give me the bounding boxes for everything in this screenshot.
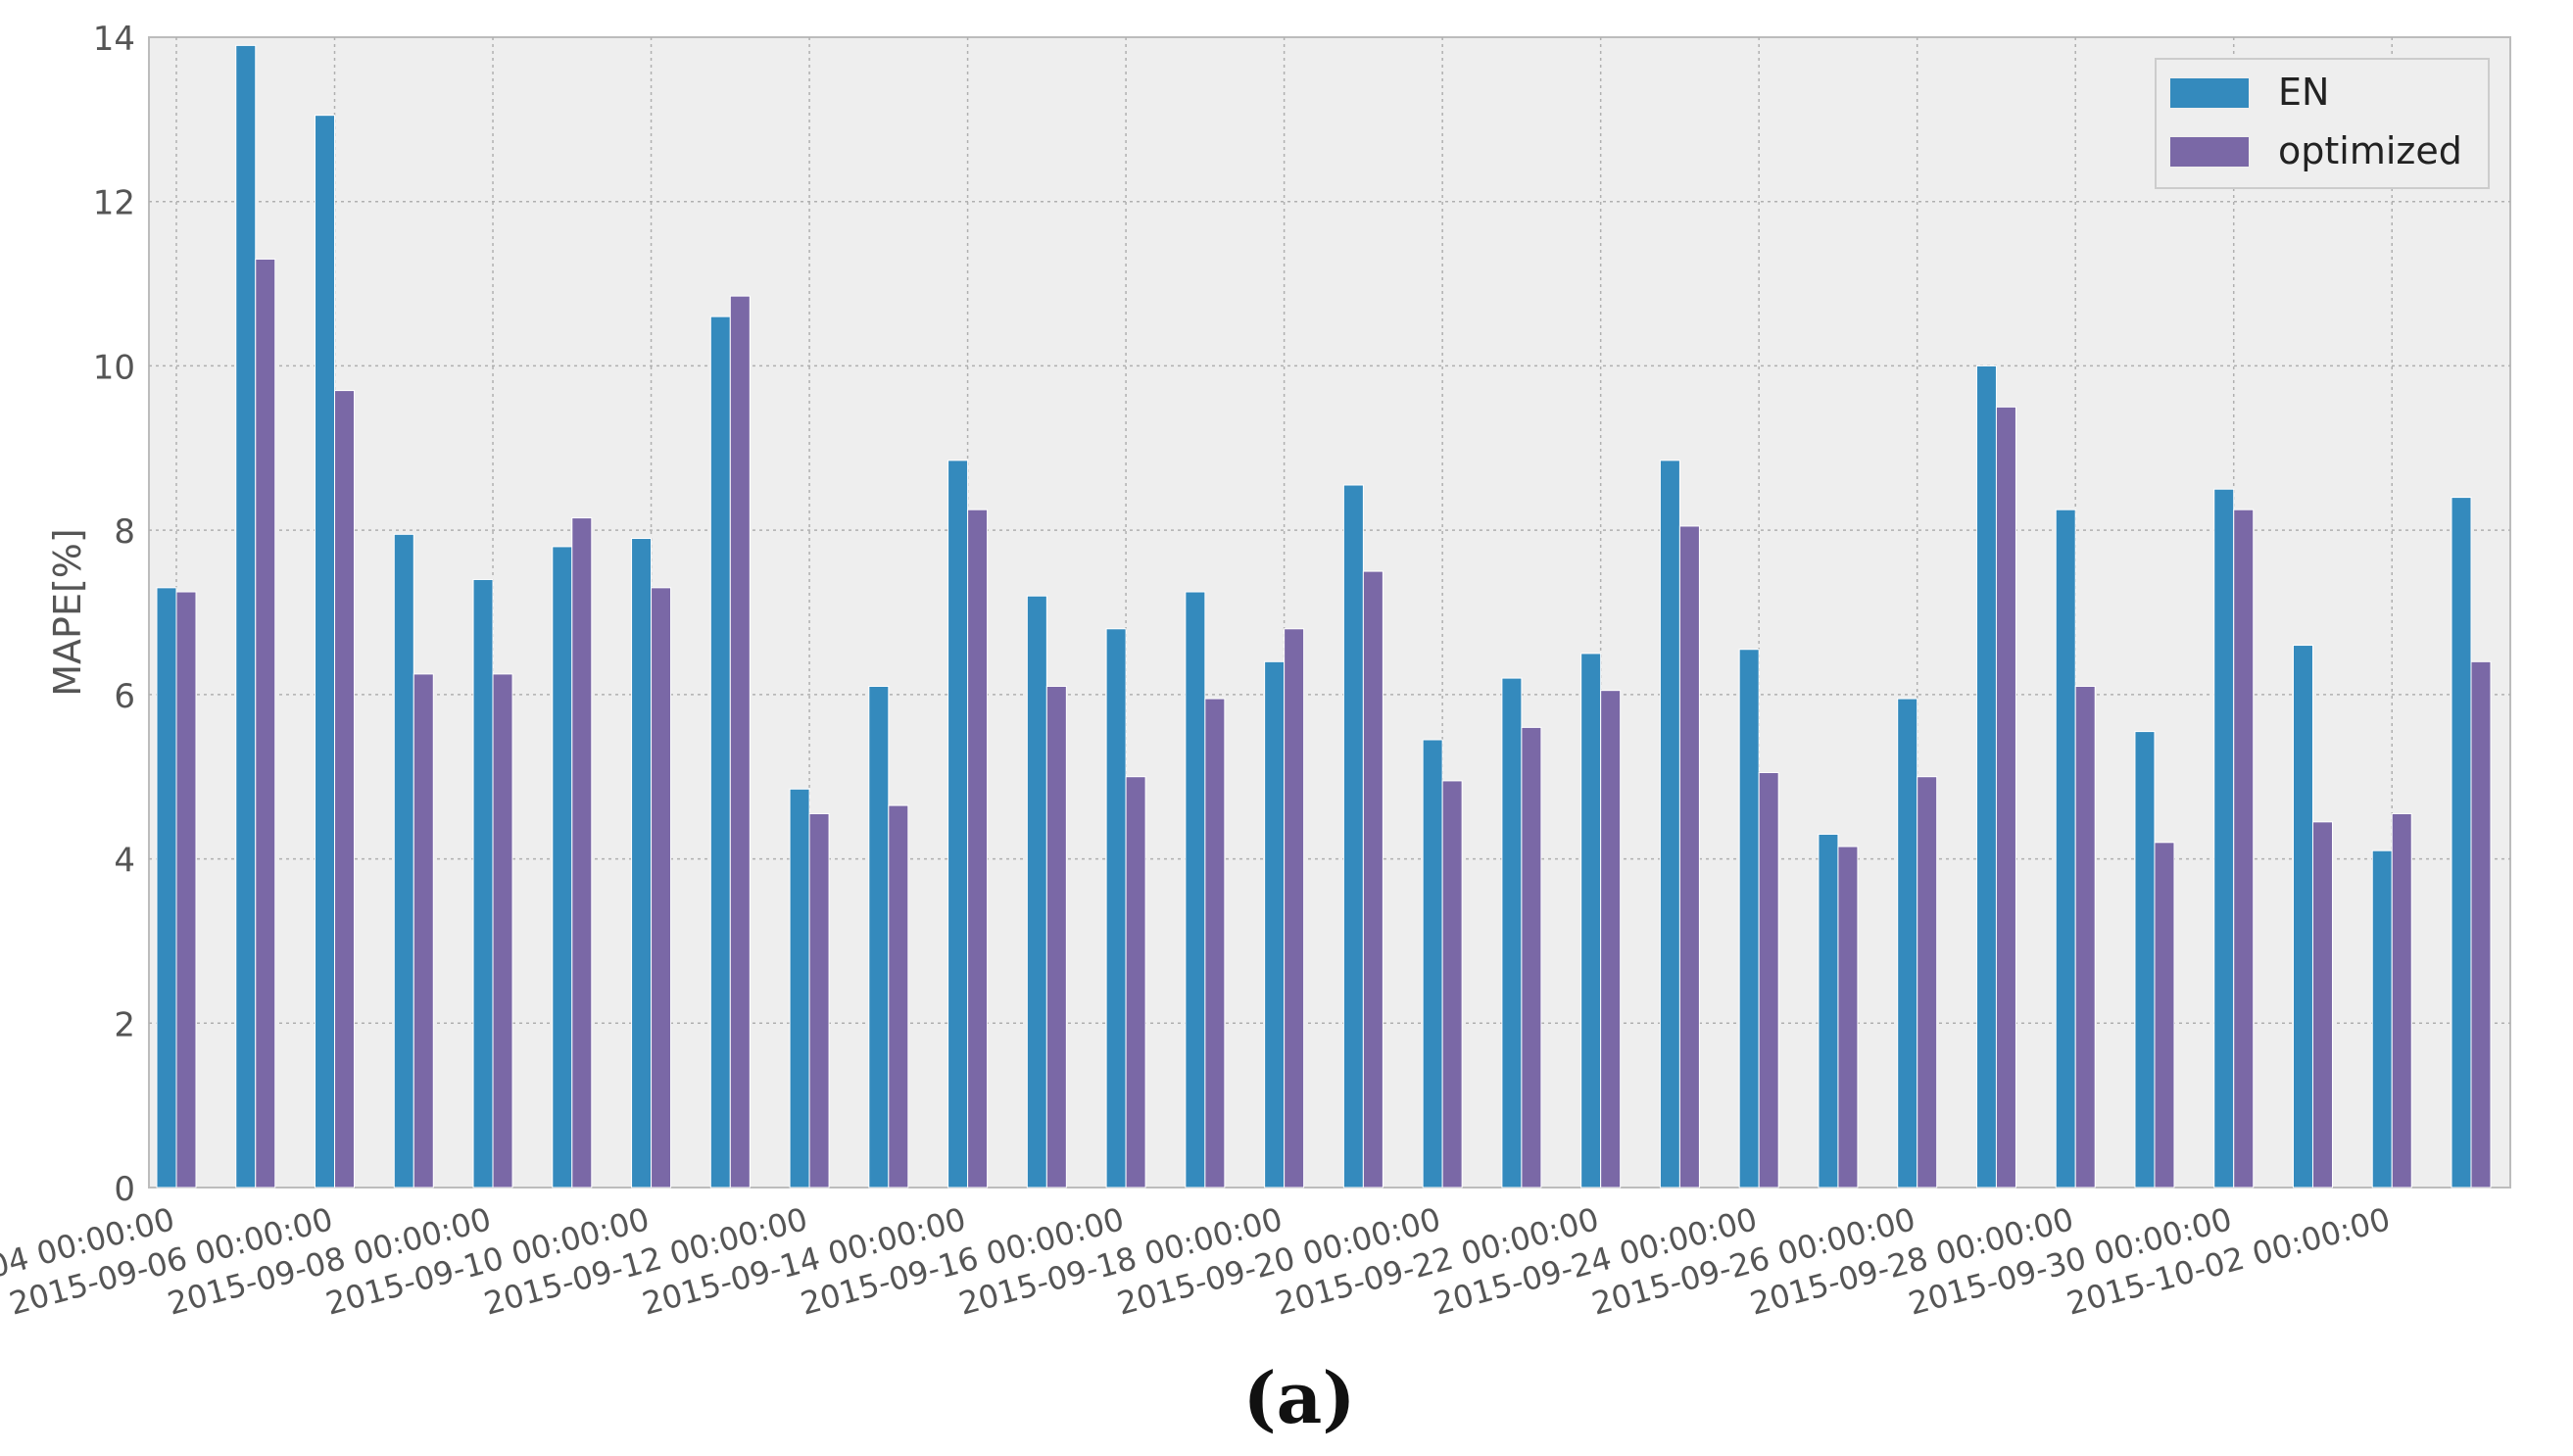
bar-en (1342, 484, 1364, 1189)
bar-en (2055, 509, 2076, 1189)
bars (156, 44, 2492, 1189)
y-axis-ticks: 0 2 4 6 8 10 12 14 (93, 20, 135, 1209)
bar-en (1818, 833, 1839, 1189)
bar-optimized (1362, 570, 1384, 1189)
bar-optimized (492, 673, 513, 1189)
bar-en (552, 546, 573, 1189)
y-tick-label: 14 (93, 20, 135, 59)
bar-en (1501, 677, 1523, 1189)
bar-optimized (729, 295, 751, 1189)
bar-optimized (334, 390, 356, 1189)
bar-optimized (1837, 846, 1859, 1189)
bar-en (2213, 488, 2235, 1189)
bar-en (1105, 628, 1127, 1189)
figure-caption: (a) (1243, 1356, 1356, 1439)
bar-en (631, 538, 653, 1189)
bar-en (2292, 645, 2313, 1189)
y-tick-label: 4 (114, 842, 135, 881)
y-tick-label: 0 (114, 1170, 135, 1209)
bar-en (1422, 739, 1443, 1189)
gridlines (149, 37, 2510, 1188)
bar-en (472, 578, 494, 1189)
legend-swatch-optimized (2170, 137, 2249, 167)
bar-optimized (888, 804, 909, 1189)
bar-en (947, 460, 969, 1189)
bar-en (235, 44, 257, 1189)
bar-en (1975, 364, 1997, 1189)
y-tick-label: 12 (93, 184, 135, 223)
legend: EN optimized (2155, 58, 2490, 189)
legend-label-optimized: optimized (2278, 129, 2462, 172)
bar-optimized (2074, 685, 2096, 1189)
legend-label-en: EN (2278, 71, 2329, 114)
bar-en (709, 315, 731, 1189)
bar-en (1264, 660, 1286, 1189)
bar-optimized (2154, 842, 2175, 1189)
bar-optimized (255, 258, 276, 1189)
bar-optimized (2233, 509, 2255, 1189)
bar-optimized (651, 587, 672, 1189)
y-axis-title: MAPE[%] (46, 528, 89, 696)
bar-en (1738, 649, 1760, 1189)
bar-optimized (1441, 780, 1463, 1189)
y-tick-label: 2 (114, 1005, 135, 1044)
y-tick-label: 6 (114, 677, 135, 716)
bar-optimized (413, 673, 434, 1189)
bar-optimized (808, 812, 830, 1189)
legend-swatch-en (2170, 78, 2249, 108)
bar-en (2451, 497, 2472, 1189)
bar-optimized (1045, 685, 1067, 1189)
bar-optimized (1284, 628, 1305, 1189)
bar-en (315, 115, 336, 1189)
bar-optimized (2391, 812, 2412, 1189)
bar-en (156, 587, 177, 1189)
bar-optimized (1758, 772, 1779, 1189)
bar-optimized (1521, 726, 1542, 1189)
bar-en (1897, 698, 1918, 1189)
bar-optimized (1678, 525, 1700, 1189)
bar-optimized (1600, 690, 1622, 1189)
bar-en (1026, 595, 1047, 1189)
bar-en (1580, 653, 1602, 1189)
bar-optimized (1125, 776, 1146, 1189)
plot-area (148, 36, 2511, 1189)
bar-optimized (2470, 660, 2492, 1189)
bar-optimized (571, 517, 593, 1189)
bar-optimized (1204, 698, 1226, 1189)
y-tick-label: 8 (114, 512, 135, 552)
y-tick-label: 10 (93, 348, 135, 387)
bar-optimized (967, 509, 989, 1189)
bar-en (2371, 849, 2393, 1189)
bar-optimized (1995, 406, 2016, 1189)
bar-en (2134, 731, 2156, 1189)
bar-en (393, 533, 414, 1189)
bar-en (1185, 591, 1206, 1189)
bar-optimized (2311, 821, 2333, 1189)
bar-en (868, 685, 890, 1189)
bar-en (1659, 460, 1680, 1189)
bar-optimized (175, 591, 197, 1189)
bar-optimized (1917, 776, 1938, 1189)
bar-en (789, 788, 810, 1189)
